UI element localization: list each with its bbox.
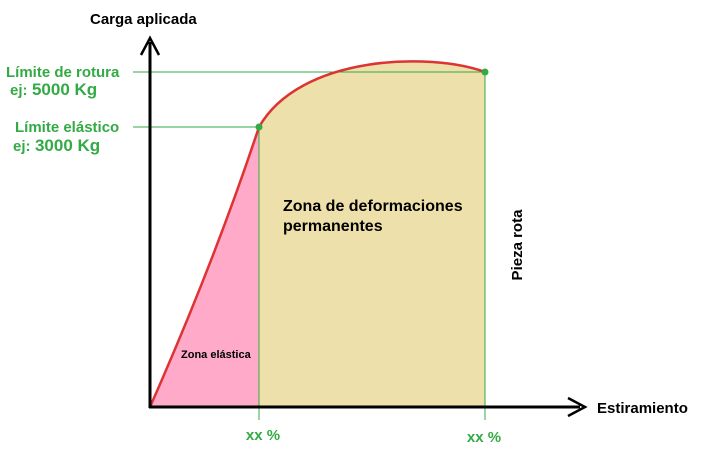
x-axis-label: Estiramiento xyxy=(597,400,688,417)
plastic-zone xyxy=(259,61,485,407)
point-label: Límite de rotura xyxy=(6,64,120,81)
annotation: Pieza rota xyxy=(509,209,526,281)
x-arrow xyxy=(567,396,588,418)
point xyxy=(255,123,263,131)
point xyxy=(481,68,489,76)
value: 3000 Kg xyxy=(35,136,100,155)
elastic-zone xyxy=(150,127,259,407)
prefix: ej: xyxy=(10,82,28,99)
y-axis-label: Carga aplicada xyxy=(90,11,197,28)
point-value-line: ej: 3000 Kg xyxy=(13,136,100,155)
zone-label: Zona elástica xyxy=(181,349,252,361)
point-label: Límite elástico xyxy=(15,119,119,136)
value: 5000 Kg xyxy=(32,80,97,99)
point-value-line: ej: 5000 Kg xyxy=(10,80,97,99)
zone-label: permanentes xyxy=(283,218,383,235)
y-arrow xyxy=(139,35,161,56)
prefix: ej: xyxy=(13,138,31,155)
x-point-label: xx % xyxy=(246,427,280,444)
zone-label: Zona de deformaciones xyxy=(283,198,463,215)
x-point-label: xx % xyxy=(467,429,501,446)
